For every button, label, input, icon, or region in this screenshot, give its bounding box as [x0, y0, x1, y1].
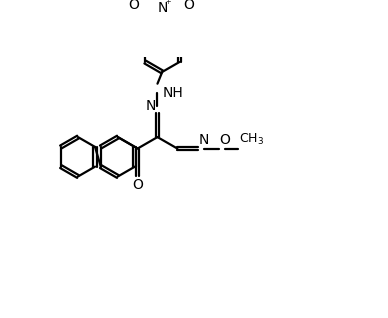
Text: O: O	[219, 133, 230, 147]
Text: N: N	[158, 1, 168, 15]
Text: O: O	[132, 178, 143, 192]
Text: $^+$: $^+$	[163, 0, 172, 9]
Text: $^-$O: $^-$O	[116, 0, 140, 11]
Text: O: O	[183, 0, 194, 11]
Text: N: N	[145, 99, 156, 113]
Text: N: N	[199, 133, 209, 147]
Text: NH: NH	[162, 86, 183, 100]
Text: CH$_3$: CH$_3$	[239, 132, 264, 147]
